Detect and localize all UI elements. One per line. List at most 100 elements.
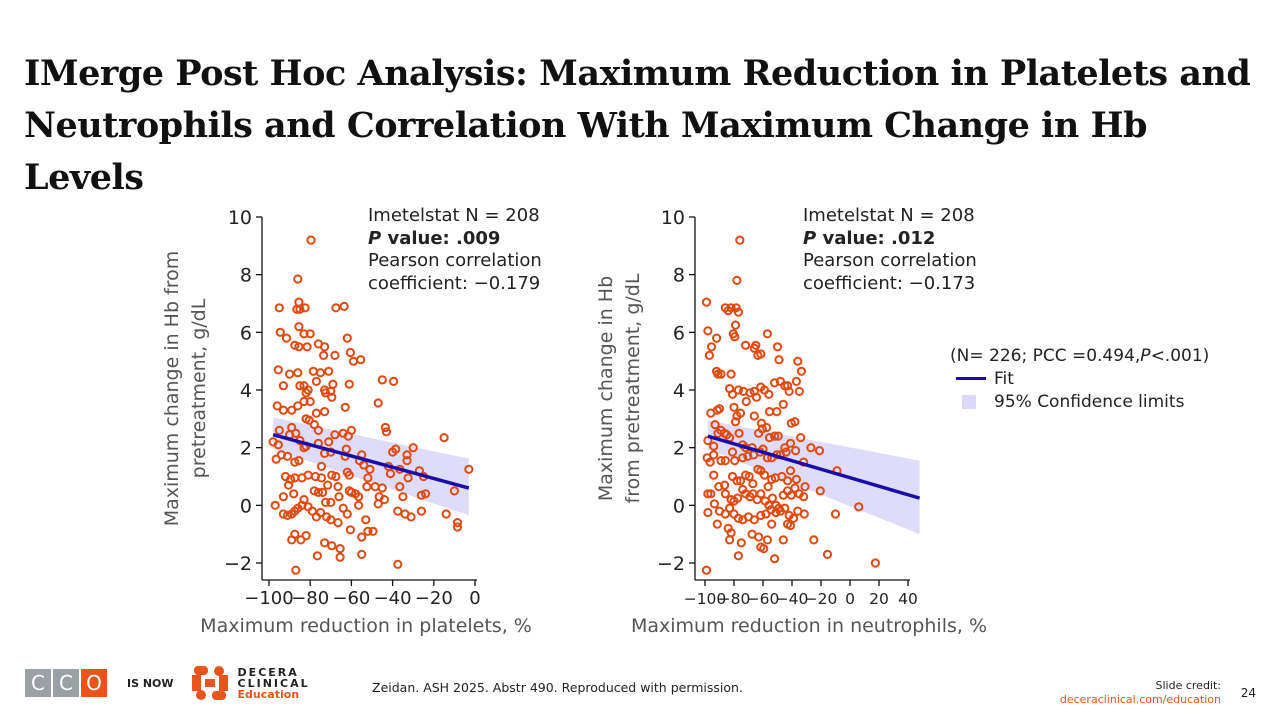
- chart-2-data-point: [727, 389, 738, 399]
- chart-2-data-point: [733, 513, 744, 523]
- chart-2-data-point: [748, 479, 758, 489]
- chart-2-y-tick-label: 6: [673, 322, 685, 344]
- chart-2-data-point: [738, 453, 748, 463]
- chart-2-data-point: [735, 408, 746, 418]
- cco-logo-letter: C: [25, 669, 51, 697]
- chart-2-data-point: [791, 376, 802, 386]
- chart-1-data-point: [326, 497, 336, 507]
- chart-1-x-tick-label: −100: [244, 588, 293, 609]
- chart-2-data-point: [704, 350, 715, 360]
- slide-title: IMerge Post Hoc Analysis: Maximum Reduct…: [24, 53, 1251, 198]
- chart-2-x-tick-label: 0: [845, 590, 855, 608]
- chart-2-data-point: [773, 431, 783, 441]
- chart-1-y-tick-label: −2: [224, 553, 252, 575]
- chart-2-x-tick-label: −40: [776, 590, 809, 608]
- chart-2-data-point: [772, 342, 783, 352]
- chart-2-y-tick-label: 2: [673, 438, 685, 460]
- chart-2-data-point: [814, 446, 825, 456]
- legend-summary-text: (N= 226; PCC =0.494,: [950, 345, 1141, 366]
- chart-1-data-point: [334, 492, 344, 502]
- chart-1-data-point: [373, 499, 383, 509]
- chart-2-data-point: [815, 486, 825, 496]
- chart-2-data-point: [780, 443, 790, 453]
- chart-1-n-label: Imetelstat N = 208: [368, 205, 540, 226]
- chart-1-data-point: [406, 512, 416, 522]
- chart-1-data-point: [272, 401, 282, 411]
- chart-1-data-point: [305, 329, 315, 339]
- chart-1-data-point: [305, 396, 315, 407]
- chart-2-data-point: [716, 456, 726, 466]
- chart-2-data-point: [756, 349, 766, 359]
- chart-2-data-point: [759, 544, 769, 554]
- chart-2-data-point: [730, 456, 740, 466]
- chart-1-data-point: [402, 456, 412, 466]
- chart-2-data-point: [701, 297, 712, 307]
- chart-1-data-point: [449, 486, 459, 496]
- chart-2-data-point: [756, 489, 766, 499]
- credit-link[interactable]: deceraclinical.com/education: [1059, 693, 1221, 706]
- chart-1-data-point: [346, 425, 356, 435]
- chart-2-data-point: [762, 329, 773, 339]
- chart-1-data-point: [338, 503, 348, 513]
- chart-2-data-point: [733, 307, 744, 317]
- chart-2-data-point: [709, 470, 719, 480]
- chart-2-y-axis-label: Maximum change in Hb: [595, 276, 617, 501]
- chart-2-data-point: [725, 503, 735, 513]
- chart-1-data-point: [294, 297, 304, 307]
- legend-summary: (N= 226; PCC =0.494, P <.001): [950, 344, 1209, 367]
- chart-1-x-tick-label: −60: [332, 588, 370, 609]
- chart-2-y-tick-label: 4: [673, 380, 685, 402]
- chart-1-data-point: [290, 457, 300, 467]
- chart-1-data-point: [273, 365, 283, 375]
- chart-2-data-point: [733, 551, 744, 561]
- chart-2-x-tick-label: −80: [718, 590, 751, 608]
- chart-2-data-point: [709, 441, 719, 451]
- chart-1-data-point: [316, 473, 327, 483]
- chart-2-data-point: [714, 404, 725, 414]
- chart-1-data-point: [345, 525, 355, 535]
- chart-2-data-point: [790, 483, 800, 493]
- chart-2-data-point: [727, 471, 738, 482]
- chart-1-data-point: [327, 470, 337, 480]
- chart-2-data-point: [709, 450, 719, 460]
- chart-2-data-point: [701, 565, 712, 575]
- legend-summary-tail: <.001): [1150, 345, 1210, 366]
- chart-1-fit-line: [272, 433, 470, 490]
- legend-item-fit: Fit: [950, 367, 1209, 390]
- chart-2-data-point: [749, 515, 759, 525]
- chart-2-y-tick-label: 10: [661, 207, 685, 229]
- legend-summary-p: P: [1140, 345, 1151, 366]
- chart-2-data-point: [800, 482, 810, 492]
- chart-1-data-point: [313, 425, 323, 435]
- chart-1-data-point: [293, 274, 303, 284]
- citation: Zeidan. ASH 2025. Abstr 490. Reproduced …: [372, 680, 743, 695]
- chart-2-data-point: [785, 466, 796, 476]
- decera-line-2: CLINICAL: [237, 676, 310, 690]
- chart-1-data-point: [282, 451, 293, 461]
- chart-2-data-point: [712, 333, 722, 343]
- chart-1-data-point: [380, 422, 390, 433]
- chart-2-data-point: [733, 493, 743, 503]
- page-number: 24: [1240, 686, 1256, 700]
- chart-2-data-point: [772, 407, 782, 417]
- footer-logos: C C O IS NOW DECERA CLINICAL Education: [25, 666, 310, 700]
- chart-2-fit-line: [707, 434, 921, 500]
- chart-1-data-point: [354, 492, 364, 502]
- chart-1-data-point: [346, 487, 356, 497]
- chart-1-y-tick-label: 6: [240, 322, 252, 344]
- chart-1-data-point: [393, 506, 403, 516]
- chart-1-y-tick-label: 8: [240, 265, 252, 287]
- chart-2-data-point: [749, 411, 759, 421]
- chart-2-data-point: [729, 402, 739, 412]
- chart-1-data-point: [301, 531, 311, 541]
- chart-2-data-point: [785, 520, 796, 531]
- chart-1-data-point: [339, 301, 349, 311]
- chart-1-data-point: [388, 447, 398, 457]
- chart-1-data-point: [327, 392, 337, 402]
- chart-2-data-point: [774, 355, 784, 365]
- chart-2-data-point: [756, 510, 766, 521]
- chart-2-y-tick-label: 8: [673, 265, 685, 287]
- chart-2-y-axis-label: from pretreatment, g/dL: [622, 273, 644, 503]
- chart-2-data-point: [754, 532, 764, 542]
- is-now-label: IS NOW: [127, 676, 174, 690]
